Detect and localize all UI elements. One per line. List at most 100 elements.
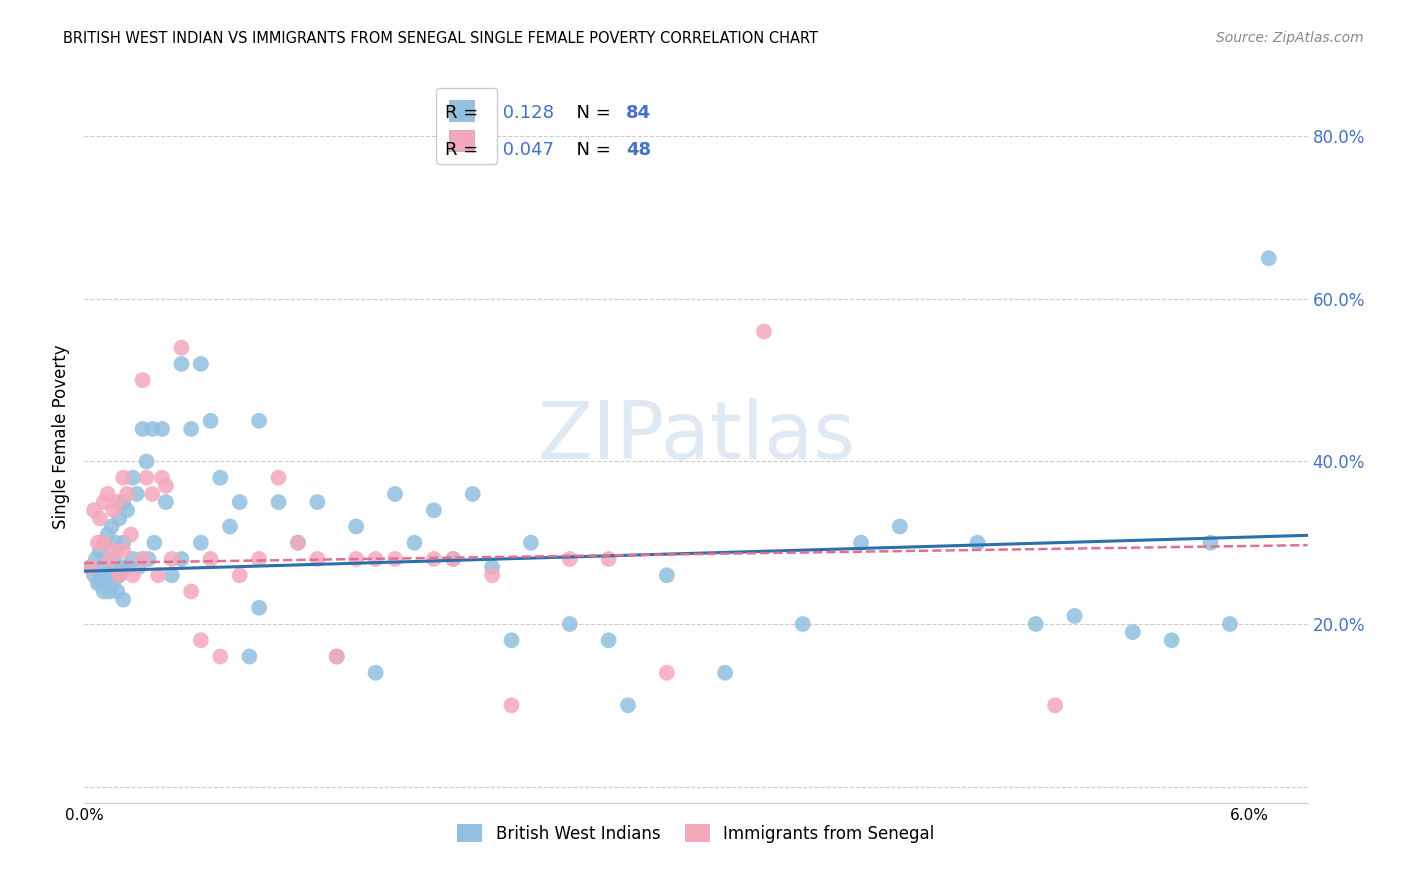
Point (79, 560, 101, 574)
Point (209, 471, 232, 485)
Point (228, 568, 250, 582)
Point (112, 544, 135, 558)
Point (112, 592, 135, 607)
Point (108, 568, 131, 582)
Point (441, 552, 464, 566)
Point (267, 495, 290, 509)
Point (115, 503, 138, 517)
Point (441, 552, 464, 566)
Point (98, 568, 121, 582)
Point (89, 568, 111, 582)
Point (105, 584, 128, 599)
Point (617, 698, 640, 713)
Point (228, 495, 250, 509)
Point (1257, 252, 1279, 266)
Point (520, 535, 543, 549)
Point (135, 454, 157, 468)
Point (170, 552, 193, 566)
Y-axis label: Single Female Poverty: Single Female Poverty (52, 345, 70, 529)
Point (93, 495, 115, 509)
Point (131, 373, 153, 387)
Point (90, 576, 112, 591)
Point (120, 527, 142, 541)
Point (1160, 633, 1182, 648)
Point (125, 487, 148, 501)
Point (89, 544, 111, 558)
Point (501, 698, 523, 713)
Point (112, 495, 135, 509)
Text: 0.128: 0.128 (496, 104, 554, 122)
Point (344, 552, 367, 566)
Point (83, 568, 105, 582)
Point (122, 552, 145, 566)
Point (160, 552, 183, 566)
Point (1199, 535, 1222, 549)
Point (103, 503, 125, 517)
Point (89, 511, 111, 525)
Text: 0.047: 0.047 (496, 141, 554, 159)
Point (79, 560, 101, 574)
Point (105, 495, 128, 509)
Point (141, 487, 163, 501)
Point (598, 633, 620, 648)
Point (143, 535, 166, 549)
Point (792, 617, 814, 632)
Point (160, 568, 183, 582)
Point (752, 325, 775, 339)
Point (93, 560, 115, 574)
Point (247, 552, 270, 566)
Point (103, 552, 125, 566)
Point (655, 568, 678, 582)
Point (1122, 625, 1144, 640)
Point (180, 584, 202, 599)
Point (128, 560, 150, 574)
Point (287, 535, 309, 549)
Point (966, 535, 988, 549)
Point (170, 357, 193, 371)
Point (98, 552, 121, 566)
Legend: British West Indians, Immigrants from Senegal: British West Indians, Immigrants from Se… (450, 818, 942, 849)
Text: R =: R = (446, 104, 484, 122)
Point (150, 471, 173, 485)
Text: N =: N = (565, 141, 617, 159)
Point (209, 649, 232, 664)
Point (93, 535, 115, 549)
Text: ZIPatlas: ZIPatlas (537, 398, 855, 476)
Text: N =: N = (565, 104, 617, 122)
Point (170, 341, 193, 355)
Point (84, 552, 107, 566)
Point (558, 617, 581, 632)
Point (423, 552, 446, 566)
Point (481, 560, 503, 574)
Point (155, 479, 177, 493)
Point (108, 511, 131, 525)
Point (364, 665, 387, 680)
Point (501, 633, 523, 648)
Point (93, 535, 115, 549)
Point (889, 519, 911, 533)
Point (307, 495, 329, 509)
Point (287, 535, 309, 549)
Point (238, 649, 260, 664)
Point (131, 552, 153, 566)
Point (97, 552, 120, 566)
Point (112, 560, 135, 574)
Point (200, 414, 222, 428)
Point (558, 552, 581, 566)
Point (104, 544, 127, 558)
Point (112, 471, 135, 485)
Point (849, 535, 872, 549)
Point (146, 568, 169, 582)
Point (100, 519, 122, 533)
Text: R =: R = (446, 141, 484, 159)
Point (190, 357, 212, 371)
Point (135, 471, 157, 485)
Point (115, 560, 138, 574)
Point (87, 535, 110, 549)
Point (180, 422, 202, 436)
Point (104, 568, 127, 582)
Point (104, 535, 127, 549)
Point (655, 665, 678, 680)
Point (122, 471, 145, 485)
Text: 84: 84 (626, 104, 651, 122)
